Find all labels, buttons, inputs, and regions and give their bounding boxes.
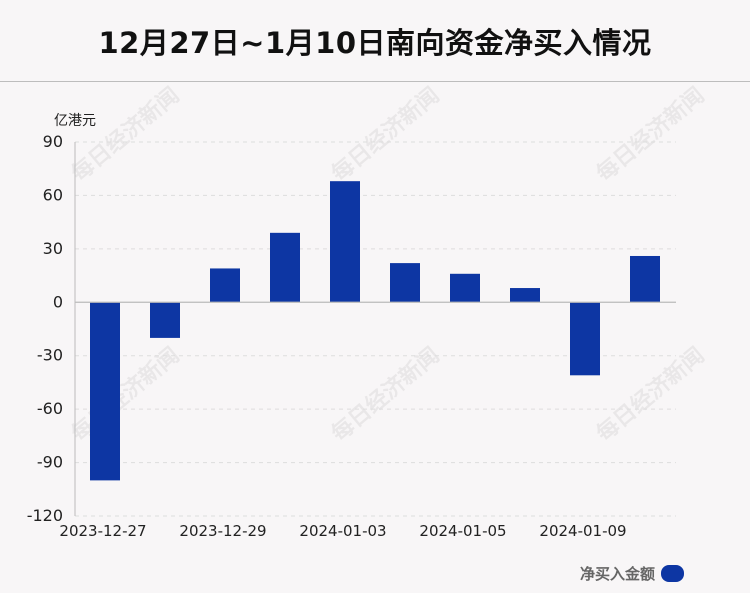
x-tick-label: 2024-01-03	[299, 522, 386, 540]
bar	[630, 255, 660, 303]
y-unit-label: 亿港元	[54, 113, 96, 129]
watermark-text: 每日经济新闻	[67, 82, 185, 187]
chart-title: 12月27日~1月10日南向资金净买入情况	[98, 25, 652, 60]
y-tick-label: -60	[37, 399, 63, 418]
x-tick-label: 2024-01-05	[419, 522, 506, 540]
watermark-text: 每日经济新闻	[592, 342, 710, 447]
x-tick-label: 2023-12-29	[179, 522, 266, 540]
legend: 净买入金额	[580, 563, 684, 584]
chart-header: 12月27日~1月10日南向资金净买入情况	[0, 0, 750, 82]
watermark-text: 每日经济新闻	[327, 82, 445, 187]
bar	[330, 181, 360, 303]
y-tick-label: 0	[53, 292, 63, 311]
watermark-text: 每日经济新闻	[67, 342, 185, 447]
y-tick-label: 60	[43, 185, 63, 204]
y-tick-label: -120	[27, 506, 63, 525]
legend-label: 净买入金额	[579, 565, 655, 583]
bar	[450, 273, 480, 303]
y-tick-label: 90	[43, 132, 63, 151]
watermark-text: 每日经济新闻	[592, 82, 710, 187]
y-tick-label: 30	[43, 239, 63, 258]
watermark-text: 每日经济新闻	[327, 342, 445, 447]
bar	[570, 302, 600, 376]
x-tick-label: 2024-01-09	[539, 522, 626, 540]
legend-swatch	[661, 565, 684, 582]
bar	[210, 268, 240, 303]
y-tick-label: -90	[37, 453, 63, 472]
bar	[150, 302, 180, 338]
y-tick-label: -30	[37, 346, 63, 365]
bar	[90, 302, 120, 481]
bar	[390, 263, 420, 303]
bar	[510, 288, 540, 303]
x-tick-label: 2023-12-27	[59, 522, 146, 540]
bar	[270, 232, 300, 303]
